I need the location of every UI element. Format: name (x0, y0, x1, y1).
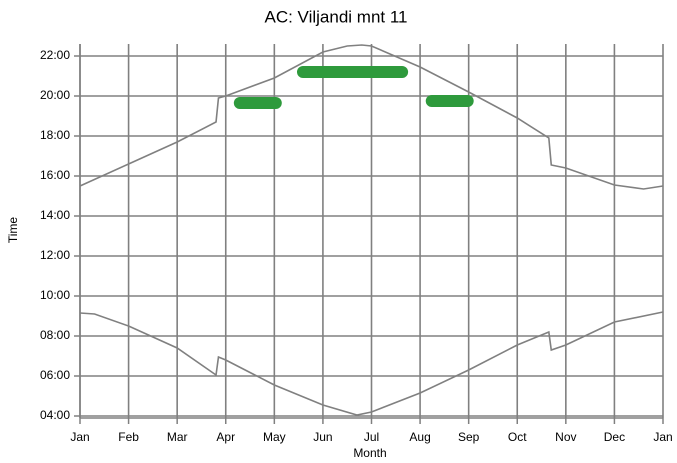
x-tick-label: Aug (409, 430, 430, 444)
series-line (79, 311, 664, 416)
x-tick-label: Feb (118, 430, 139, 444)
y-tick-label: 18:00 (40, 128, 70, 142)
y-tick-label: 12:00 (40, 248, 70, 262)
y-tick-label: 10:00 (40, 288, 70, 302)
y-tick-label: 16:00 (40, 168, 70, 182)
x-tick-label: Oct (508, 430, 527, 444)
y-tick-label: 06:00 (40, 368, 70, 382)
x-tick-label: Jul (364, 430, 379, 444)
y-axis-label: Time (6, 217, 20, 244)
x-tick-label: Jan (70, 430, 89, 444)
x-tick-label: Apr (216, 430, 235, 444)
x-tick-label: Jan (653, 430, 672, 444)
x-tick-label: Jun (313, 430, 332, 444)
y-tick-label: 22:00 (40, 48, 70, 62)
x-tick-label: Nov (555, 430, 576, 444)
y-tick-label: 20:00 (40, 88, 70, 102)
x-axis-label: Month (353, 446, 386, 460)
series-line (79, 44, 664, 190)
y-tick-label: 14:00 (40, 208, 70, 222)
x-tick-label: May (263, 430, 286, 444)
y-tick-label: 08:00 (40, 328, 70, 342)
chart-title: AC: Viljandi mnt 11 (265, 7, 408, 26)
x-tick-label: Sep (458, 430, 480, 444)
y-tick-label: 04:00 (40, 408, 70, 422)
x-tick-label: Dec (604, 430, 625, 444)
x-tick-label: Mar (167, 430, 188, 444)
